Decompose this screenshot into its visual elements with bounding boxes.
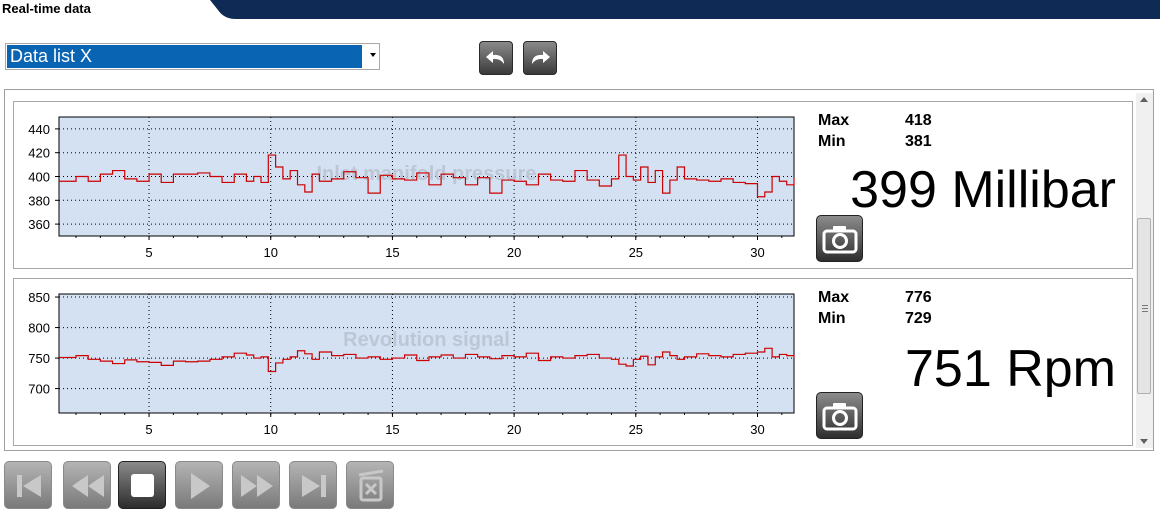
y-tick-label: 850 [28, 290, 50, 305]
fast-forward-icon [241, 475, 273, 497]
x-tick-label: 25 [629, 245, 643, 260]
redo-arrow-icon [532, 51, 550, 64]
chart-watermark: Revolution signal [343, 329, 510, 351]
skip-to-start-button[interactable] [4, 461, 52, 509]
fast-forward-button[interactable] [232, 461, 280, 509]
min-label: Min [818, 133, 846, 150]
chart-panel-revolution: 5 10 15 20 25 30 850 800 750 700 Revolution signal… [13, 278, 1133, 446]
chevron-down-icon[interactable] [370, 53, 376, 57]
redo-button[interactable] [523, 41, 557, 75]
series-line [59, 154, 795, 198]
scrollbar-thumb[interactable] [1137, 218, 1151, 394]
snapshot-button[interactable] [816, 392, 863, 439]
y-tick-label: 700 [28, 382, 50, 397]
x-tick-label: 20 [507, 422, 521, 437]
undo-arrow-icon [486, 51, 504, 64]
y-tick-label: 420 [28, 146, 50, 161]
chart-panel-pressure: 5 10 15 20 25 30 440 420 400 380 360 Inlet manifold… [13, 101, 1133, 269]
x-tick-label: 15 [385, 245, 399, 260]
delete-button[interactable] [346, 461, 394, 509]
undo-button[interactable] [479, 41, 513, 75]
x-tick-label: 30 [750, 245, 764, 260]
y-tick-label: 440 [28, 122, 50, 137]
y-tick-label: 800 [28, 321, 50, 336]
x-tick-label: 10 [264, 422, 278, 437]
play-icon [191, 473, 210, 499]
stop-button[interactable] [118, 461, 166, 509]
x-tick-label: 10 [264, 245, 278, 260]
x-tick-label: 25 [629, 422, 643, 437]
skip-to-start-icon [17, 475, 41, 497]
max-label: Max [818, 289, 850, 306]
y-tick-label: 400 [28, 170, 50, 185]
data-list-dropdown[interactable]: Data list X [5, 43, 380, 70]
rewind-icon [72, 475, 104, 497]
min-label: Min [818, 310, 846, 327]
max-value: 776 [905, 289, 932, 306]
x-tick-label: 5 [145, 422, 152, 437]
min-value: 381 [905, 133, 932, 150]
page-title: Real-time data [2, 1, 91, 16]
rewind-button[interactable] [63, 461, 111, 509]
chart-watermark: Inlet manifold pressure [316, 163, 536, 185]
camera-icon [822, 226, 858, 254]
min-value: 729 [905, 310, 932, 327]
snapshot-button[interactable] [816, 215, 863, 262]
delete-icon [358, 469, 384, 502]
y-tick-label: 360 [28, 217, 50, 232]
y-tick-label: 380 [28, 193, 50, 208]
chart-pressure: 5 10 15 20 25 30 440 420 400 380 360 Inlet manifold… [28, 116, 795, 260]
x-tick-label: 5 [145, 245, 152, 260]
x-tick-label: 20 [507, 245, 521, 260]
x-tick-label: 30 [750, 422, 764, 437]
current-value: 399 Millibar [850, 161, 1116, 219]
skip-to-end-button[interactable] [289, 461, 337, 509]
skip-to-end-icon [302, 475, 326, 497]
vertical-scrollbar[interactable] [1136, 93, 1153, 448]
data-list-selected: Data list X [7, 45, 362, 68]
y-tick-label: 750 [28, 351, 50, 366]
scroll-up-icon[interactable] [1140, 97, 1148, 102]
plot-area [58, 293, 795, 414]
play-button[interactable] [175, 461, 223, 509]
chart-revolution: 5 10 15 20 25 30 850 800 750 700 Revolution signal [28, 290, 795, 437]
scroll-down-icon[interactable] [1140, 439, 1148, 444]
grip-icon [1142, 305, 1148, 312]
x-tick-label: 15 [385, 422, 399, 437]
stop-icon [131, 474, 154, 497]
title-bar: Real-time data [0, 0, 1160, 19]
current-value: 751 Rpm [905, 340, 1116, 398]
max-label: Max [818, 112, 850, 129]
camera-icon [822, 403, 858, 431]
series-line [59, 347, 795, 373]
title-bar-shape [210, 0, 1160, 19]
max-value: 418 [905, 112, 932, 129]
